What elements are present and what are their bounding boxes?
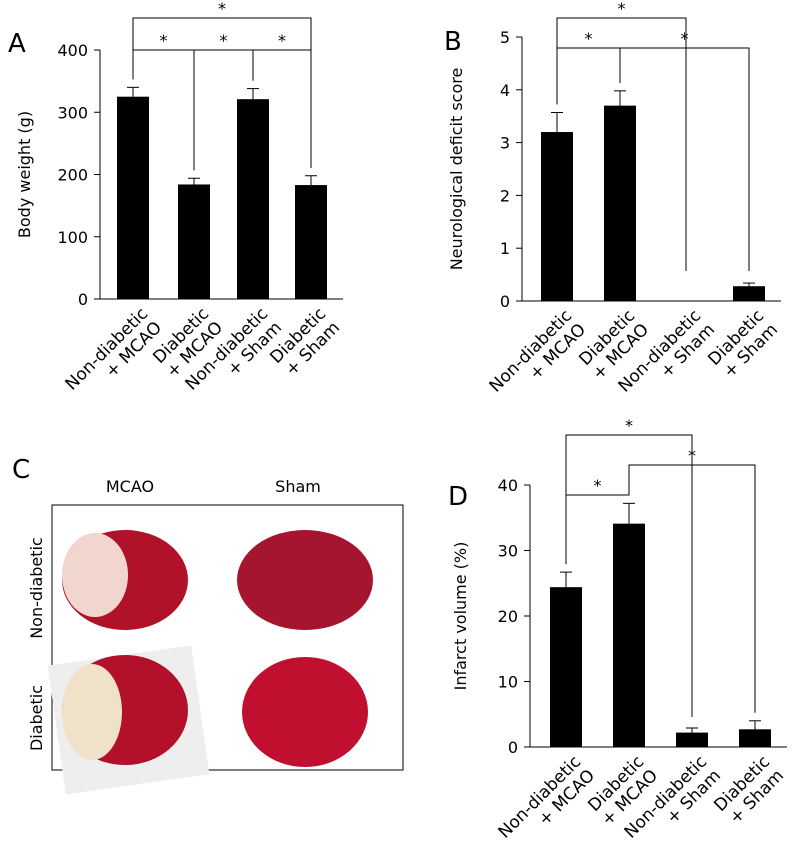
panel-label: C (12, 455, 30, 485)
y-tick-label: 20 (498, 607, 518, 626)
y-tick-label: 30 (498, 542, 518, 561)
bar (613, 523, 645, 747)
bar (117, 96, 149, 299)
y-axis-label: Neurological deficit score (447, 68, 466, 271)
x-tick-label: Diabetic+ Sham (710, 752, 788, 830)
error-bar (743, 282, 755, 287)
panel-label: B (444, 27, 462, 57)
x-tick-label: Non-diabetic+ MCAO (486, 306, 590, 410)
y-tick-label: 400 (57, 41, 88, 60)
error-bar (686, 727, 698, 733)
x-tick-label: Non-diabetic+ MCAO (62, 304, 166, 408)
y-tick-label: 2 (500, 186, 510, 205)
column-label: MCAO (106, 477, 154, 496)
y-tick-label: 3 (500, 134, 510, 153)
significance-label: * (594, 476, 602, 495)
error-bar (551, 112, 563, 133)
x-tick-label: Diabetic+ Sham (704, 306, 782, 384)
bar (550, 587, 582, 747)
bar (604, 105, 636, 301)
error-bar (188, 177, 200, 185)
y-tick-label: 5 (500, 28, 510, 47)
bar (739, 729, 771, 747)
y-tick-label: 0 (508, 738, 518, 757)
bar (733, 286, 765, 301)
significance-label: * (681, 29, 689, 48)
row-label: Diabetic (27, 685, 46, 751)
bar (676, 732, 708, 747)
panel-c: C MCAO Sham Non-diabetic Diabetic (12, 455, 404, 795)
y-tick-label: 1 (500, 239, 510, 258)
y-axis-label: Infarct volume (%) (451, 542, 470, 691)
y-tick-label: 40 (498, 476, 518, 495)
significance-label: * (618, 0, 626, 18)
bar (237, 99, 269, 300)
y-tick-label: 4 (500, 81, 510, 100)
error-bar (560, 571, 572, 588)
brain-image (62, 655, 188, 765)
error-bar (614, 90, 626, 106)
bar (541, 132, 573, 301)
x-tick-label: Non-diabetic+ MCAO (495, 752, 599, 848)
significance-label: * (625, 416, 633, 435)
brain-image (62, 530, 188, 630)
significance-label: * (220, 31, 228, 50)
error-bar (127, 86, 139, 97)
error-bar (749, 720, 761, 730)
significance-label: * (585, 29, 593, 48)
brain-image (242, 657, 368, 767)
significance-bracket (252, 49, 312, 168)
error-bar (247, 88, 259, 100)
panel-label: A (8, 29, 26, 59)
y-tick-label: 10 (498, 673, 518, 692)
y-tick-label: 300 (57, 103, 88, 122)
y-axis-label: Body weight (g) (15, 111, 34, 238)
error-bar (623, 502, 635, 524)
significance-label: * (278, 31, 286, 50)
brain-image (237, 530, 373, 630)
significance-bracket (628, 464, 756, 713)
y-tick-label: 100 (57, 228, 88, 247)
significance-bracket (556, 47, 621, 105)
bar (178, 184, 210, 299)
significance-label: * (688, 446, 696, 465)
significance-bracket (619, 47, 750, 271)
y-tick-label: 0 (78, 290, 88, 309)
column-label: Sham (275, 477, 321, 496)
significance-label: * (160, 31, 168, 50)
row-label: Non-diabetic (27, 537, 46, 639)
x-tick-label: Diabetic+ Sham (266, 304, 344, 382)
y-tick-label: 0 (500, 292, 510, 311)
significance-label: * (218, 0, 226, 18)
y-tick-label: 200 (57, 166, 88, 185)
error-bar (305, 175, 317, 186)
bar (295, 185, 327, 299)
panel-label: D (448, 482, 468, 512)
